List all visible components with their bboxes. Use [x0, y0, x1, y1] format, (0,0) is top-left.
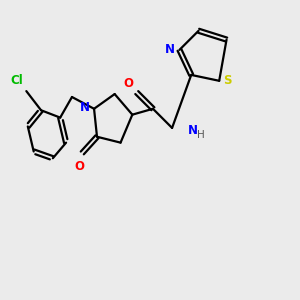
Text: N: N [80, 101, 90, 114]
Text: N: N [165, 44, 175, 56]
Text: N: N [188, 124, 198, 137]
Text: Cl: Cl [11, 74, 23, 87]
Text: O: O [123, 76, 133, 90]
Text: O: O [74, 160, 84, 173]
Text: S: S [223, 74, 231, 87]
Text: H: H [196, 130, 204, 140]
